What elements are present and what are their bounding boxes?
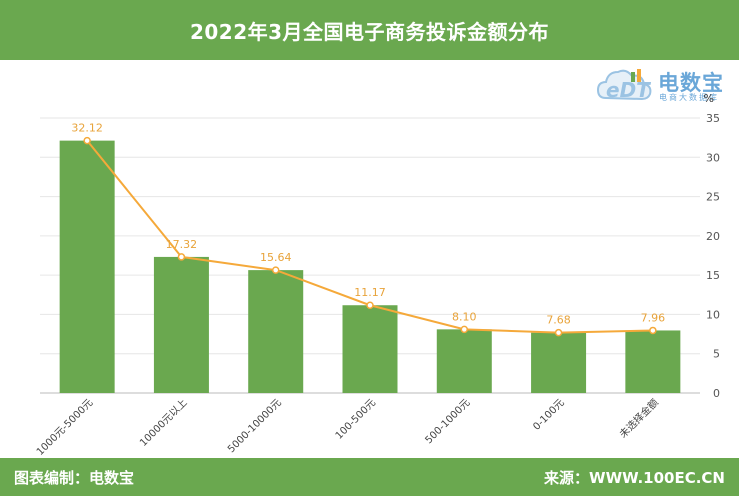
- logo: eDT 电数宝 电商大数据库: [596, 64, 732, 106]
- line-point: [554, 328, 563, 337]
- bar: [342, 305, 398, 393]
- y-unit-label: %: [704, 92, 714, 105]
- logo-mark: eDT: [606, 78, 650, 102]
- data-label: 11.17: [354, 286, 386, 299]
- line-point: [366, 301, 374, 309]
- logo-name: 电数宝: [658, 71, 724, 95]
- y-tick-label: 25: [706, 191, 720, 204]
- chart-header: 2022年3月全国电子商务投诉金额分布: [0, 0, 739, 60]
- data-label: 8.10: [452, 310, 477, 323]
- bar: [436, 329, 492, 393]
- data-label: 15.64: [260, 251, 292, 264]
- y-tick-label: 5: [713, 348, 720, 361]
- bar: [59, 140, 115, 393]
- bar: [531, 332, 587, 393]
- x-tick-label: 0-100元: [531, 397, 566, 432]
- y-tick-label: 35: [706, 112, 720, 125]
- logo-subtitle: 电商大数据库: [659, 93, 719, 102]
- line-point: [83, 136, 91, 145]
- x-tick-label: 500-1000元: [424, 397, 473, 446]
- chart-title: 2022年3月全国电子商务投诉金额分布: [189, 19, 550, 44]
- footer-source: 来源：WWW.100EC.CN: [544, 468, 725, 487]
- x-tick-label: 5000-10000元: [226, 397, 284, 455]
- bar: [153, 256, 209, 393]
- x-tick-label: 10000元以上: [137, 397, 189, 449]
- bar: [625, 330, 681, 393]
- data-label: 32.12: [71, 122, 103, 135]
- bar: [248, 270, 304, 393]
- line-point: [177, 253, 186, 261]
- data-label: 17.32: [166, 238, 198, 251]
- line-point: [460, 325, 469, 334]
- x-tick-label: 1000元-5000元: [35, 397, 95, 457]
- y-tick-label: 0: [713, 387, 720, 400]
- y-tick-label: 15: [706, 269, 720, 282]
- y-tick-label: 20: [706, 230, 720, 243]
- chart-footer: 图表编制：电数宝 来源：WWW.100EC.CN: [0, 458, 739, 496]
- y-tick-label: 10: [706, 308, 720, 321]
- line-point: [271, 266, 280, 274]
- footer-credit: 图表编制：电数宝: [14, 468, 135, 487]
- line-point: [649, 326, 657, 335]
- data-label: 7.68: [546, 314, 571, 327]
- data-label: 7.96: [641, 311, 666, 324]
- cloud-icon: [596, 69, 652, 101]
- y-tick-label: 30: [706, 151, 720, 164]
- x-tick-label: 100-500元: [334, 397, 378, 441]
- x-tick-label: 未选择金额: [616, 396, 661, 441]
